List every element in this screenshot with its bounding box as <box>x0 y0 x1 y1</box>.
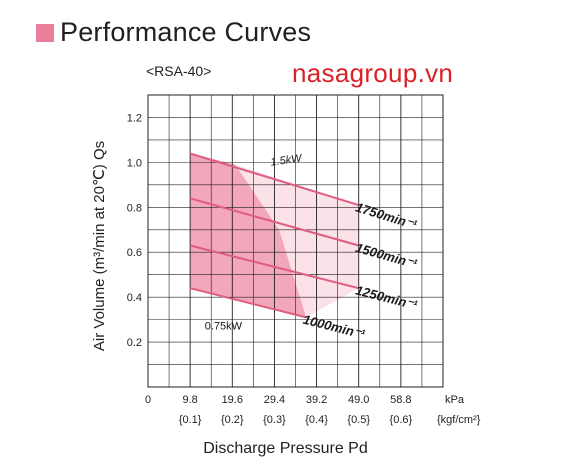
series-label-2: 1500min⁻¹ <box>354 240 420 272</box>
x-axis-title: Discharge Pressure Pd <box>203 440 368 457</box>
x-tick-label: 58.8 <box>390 394 411 406</box>
power-region-1-5kw <box>235 164 359 318</box>
y-axis-title: Air Volume (m³/min at 20℃) Qs <box>91 141 108 351</box>
power-region-0-75kw <box>190 153 307 318</box>
series-label-4: 1000min⁻¹ <box>302 312 368 342</box>
y-tick-label: 1.2 <box>127 112 142 124</box>
annotation-0-75kw: 0.75kW <box>205 321 243 333</box>
series-line-1 <box>189 152 360 207</box>
x-tick-label: 39.2 <box>306 394 327 406</box>
chart-grid <box>147 94 444 388</box>
x-tick-label-alt: {0.2} <box>221 414 244 426</box>
section-heading: Performance Curves <box>36 14 311 50</box>
x-tick-label: 49.0 <box>348 394 369 406</box>
x-tick-label: 9.8 <box>182 394 197 406</box>
annotation-1-5kw: 1.5kW <box>270 152 304 168</box>
x-tick-label: 19.6 <box>222 394 243 406</box>
series-line-3 <box>189 244 359 290</box>
series-lines <box>189 152 360 319</box>
x-tick-label-alt: {0.5} <box>347 414 370 426</box>
y-tick-label: 1.0 <box>127 157 142 169</box>
x-unit-label: kPa <box>445 394 465 406</box>
plot-frame <box>147 94 444 388</box>
watermark: nasagroup.vn <box>292 58 454 88</box>
series-label-1: 1750min⁻¹ <box>354 200 419 233</box>
series-line-2 <box>189 197 359 247</box>
y-tick-label: 0.4 <box>127 292 142 304</box>
x-tick-label-alt: {0.1} <box>179 414 202 426</box>
x-unit-alt-label: {kgf/cm²} <box>437 414 481 426</box>
x-tick-label: 29.4 <box>264 394 285 406</box>
y-tick-label: 0.2 <box>127 337 142 349</box>
y-tick-label: 0.6 <box>127 247 142 259</box>
page-title: Performance Curves <box>60 16 312 47</box>
x-tick-label-alt: {0.4} <box>305 414 328 426</box>
series-label-3: 1250min⁻¹ <box>354 283 420 313</box>
model-label: <RSA-40> <box>146 63 212 79</box>
x-tick-label: 0 <box>145 394 151 406</box>
series-line-4 <box>189 287 307 319</box>
y-tick-label: 0.8 <box>127 202 142 214</box>
heading-bullet-square <box>36 24 54 42</box>
x-tick-label-alt: {0.3} <box>263 414 286 426</box>
x-tick-label-alt: {0.6} <box>390 414 413 426</box>
power-regions <box>190 153 359 318</box>
